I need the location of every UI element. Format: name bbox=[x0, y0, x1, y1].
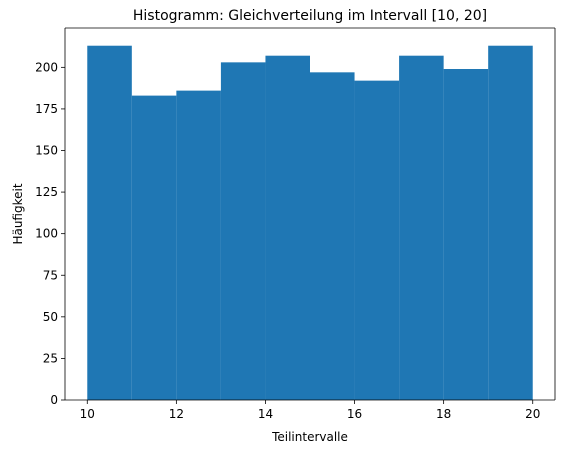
x-tick-label: 12 bbox=[169, 407, 184, 421]
y-axis-label: Häufigkeit bbox=[11, 183, 25, 244]
x-tick-label: 16 bbox=[347, 407, 362, 421]
x-tick-label: 10 bbox=[80, 407, 95, 421]
histogram-bar bbox=[310, 72, 355, 400]
x-tick-label: 20 bbox=[525, 407, 540, 421]
y-tick-label: 50 bbox=[43, 310, 58, 324]
histogram-bar bbox=[399, 55, 444, 401]
histogram-bar bbox=[176, 90, 221, 400]
y-tick-label: 175 bbox=[35, 102, 58, 116]
y-tick-label: 25 bbox=[43, 351, 58, 365]
y-tick-label: 0 bbox=[50, 393, 58, 407]
y-tick-label: 125 bbox=[35, 185, 58, 199]
x-tick-label: 14 bbox=[258, 407, 273, 421]
histogram-bar bbox=[488, 45, 533, 400]
x-axis-label: Teilintervalle bbox=[271, 430, 348, 444]
histogram-bar bbox=[87, 45, 132, 400]
chart-title: Histogramm: Gleichverteilung im Interval… bbox=[133, 8, 487, 24]
y-tick-label: 200 bbox=[35, 60, 58, 74]
y-tick-label: 150 bbox=[35, 144, 58, 158]
y-tick-label: 75 bbox=[43, 268, 58, 282]
bars-group bbox=[87, 45, 533, 401]
histogram-bar bbox=[131, 95, 177, 401]
histogram-bar bbox=[220, 62, 266, 401]
histogram-bar bbox=[443, 69, 489, 400]
histogram-bar bbox=[265, 55, 310, 401]
histogram-bar bbox=[354, 80, 400, 400]
x-tick-label: 18 bbox=[436, 407, 451, 421]
y-tick-label: 100 bbox=[35, 227, 58, 241]
